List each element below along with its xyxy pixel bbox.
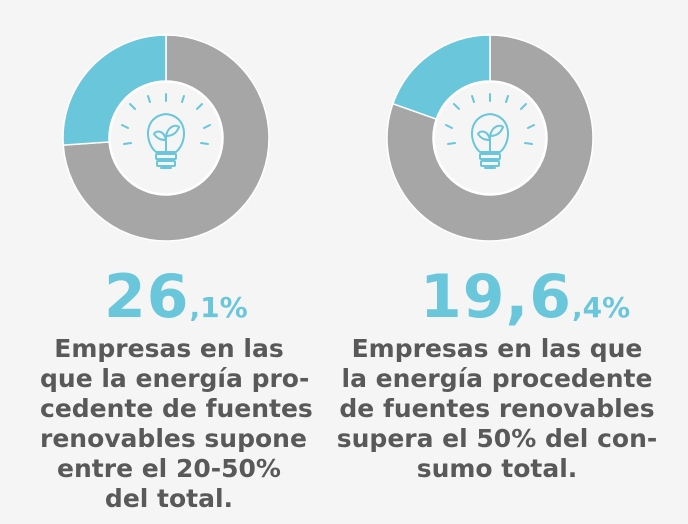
lightbulb-plant-icon [121, 93, 211, 169]
donut-slice-rest [386, 34, 594, 242]
lightbulb-plant-icon [445, 93, 535, 169]
donut-slice-rest [62, 34, 270, 242]
description-left: Empresas en las que la energía pro- cede… [40, 334, 313, 514]
description-line: renovables supone [40, 424, 307, 453]
description-line: sumo total. [416, 454, 578, 483]
description-line: entre el 20-50% [57, 454, 281, 483]
description-line: cedente de fuentes [40, 394, 313, 423]
description-line: que la energía pro- [40, 364, 310, 393]
percentage-decimal-right: ,4% [572, 291, 631, 324]
description-line: supera el 50% del con- [336, 424, 658, 453]
description-line: Empresas en las que [351, 334, 643, 363]
description-right: Empresas en las que la energía procedent… [332, 334, 662, 484]
donut-slice-highlight [62, 34, 167, 146]
donut-slice-highlight [391, 34, 491, 120]
description-line: del total. [104, 484, 234, 513]
description-line: la energía procedente [341, 364, 653, 393]
percentage-integer-left: 26 [104, 262, 190, 332]
percentage-decimal-left: ,1% [189, 291, 248, 324]
description-line: Empresas en las [54, 334, 284, 363]
description-line: de fuentes renovables [339, 394, 655, 423]
percentage-value-left: 26,1% [104, 262, 248, 332]
donut-chart-left [62, 34, 270, 242]
percentage-value-right: 19,6,4% [420, 262, 630, 332]
percentage-integer-right: 19,6 [420, 262, 573, 332]
donut-chart-right [386, 34, 594, 242]
